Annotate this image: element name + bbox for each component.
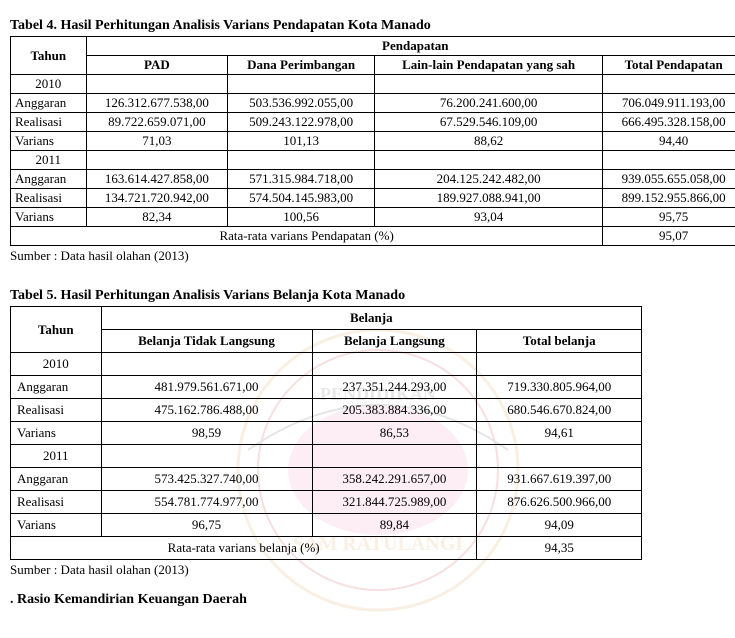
table-row: Realisasi 134.721.720.942,00 574.504.145… (11, 189, 735, 208)
cell-label: Realisasi (11, 399, 102, 422)
cell-value: 101,13 (228, 132, 375, 151)
t4-th-lain: Lain-lain Pendapatan yang sah (374, 56, 602, 75)
cell-value: 100,56 (228, 208, 375, 227)
cell-value: 574.504.145.983,00 (228, 189, 375, 208)
cell-label: Anggaran (11, 94, 87, 113)
table-row: Rata-rata varians Pendapatan (%) 95,07 (11, 227, 735, 246)
t4-year-2010: 2010 (11, 75, 87, 94)
cell-label: Varians (11, 208, 87, 227)
cell-label: Anggaran (11, 170, 87, 189)
cell-value: 939.055.655.058,00 (603, 170, 735, 189)
cell-value: 573.425.327.740,00 (101, 468, 312, 491)
cell-value: 94,61 (477, 422, 642, 445)
table-row: Realisasi 89.722.659.071,00 509.243.122.… (11, 113, 735, 132)
t5-avg-label: Rata-rata varians belanja (%) (11, 537, 477, 560)
t5-avg-value: 94,35 (477, 537, 642, 560)
cell-value: 205.383.884.336,00 (312, 399, 477, 422)
cell-value: 503.536.992.055,00 (228, 94, 375, 113)
cell-label: Anggaran (11, 468, 102, 491)
cell-value: 204.125.242.482,00 (374, 170, 602, 189)
table-row: 2011 (11, 445, 642, 468)
cell-value: 89.722.659.071,00 (86, 113, 228, 132)
cell-value: 719.330.805.964,00 (477, 376, 642, 399)
cell-value: 94,40 (603, 132, 735, 151)
table-row: Anggaran 481.979.561.671,00 237.351.244.… (11, 376, 642, 399)
t4-th-total: Total Pendapatan (603, 56, 735, 75)
table-row: Rata-rata varians belanja (%) 94,35 (11, 537, 642, 560)
table-row: 2010 (11, 353, 642, 376)
section-heading: . Rasio Kemandirian Keuangan Daerah (10, 592, 735, 608)
cell-label: Varians (11, 514, 102, 537)
table-row: Realisasi 475.162.786.488,00 205.383.884… (11, 399, 642, 422)
cell-value: 321.844.725.989,00 (312, 491, 477, 514)
cell-value: 93,04 (374, 208, 602, 227)
table4-title: Tabel 4. Hasil Perhitungan Analisis Vari… (10, 18, 735, 34)
t5-th-total: Total belanja (477, 330, 642, 353)
t4-th-pad: PAD (86, 56, 228, 75)
cell-value: 134.721.720.942,00 (86, 189, 228, 208)
cell-value: 126.312.677.538,00 (86, 94, 228, 113)
t5-th-btl: Belanja Tidak Langsung (101, 330, 312, 353)
cell-value: 71,03 (86, 132, 228, 151)
t5-th-tahun: Tahun (11, 307, 102, 353)
cell-value: 931.667.619.397,00 (477, 468, 642, 491)
cell-value: 706.049.911.193,00 (603, 94, 735, 113)
t5-th-belanja: Belanja (101, 307, 642, 330)
table4: Tahun Pendapatan PAD Dana Perimbangan La… (10, 36, 735, 246)
cell-value: 189.927.088.941,00 (374, 189, 602, 208)
cell-value: 509.243.122.978,00 (228, 113, 375, 132)
cell-value: 237.351.244.293,00 (312, 376, 477, 399)
cell-label: Realisasi (11, 189, 87, 208)
cell-value: 86,53 (312, 422, 477, 445)
t4-year-2011: 2011 (11, 151, 87, 170)
cell-label: Anggaran (11, 376, 102, 399)
table-row: 2010 (11, 75, 735, 94)
cell-value: 680.546.670.824,00 (477, 399, 642, 422)
cell-label: Varians (11, 132, 87, 151)
cell-value: 89,84 (312, 514, 477, 537)
cell-value: 163.614.427.858,00 (86, 170, 228, 189)
cell-label: Varians (11, 422, 102, 445)
table-row: Varians 98,59 86,53 94,61 (11, 422, 642, 445)
cell-value: 571.315.984.718,00 (228, 170, 375, 189)
table-row: Anggaran 573.425.327.740,00 358.242.291.… (11, 468, 642, 491)
t4-th-tahun: Tahun (11, 37, 87, 75)
cell-value: 82,34 (86, 208, 228, 227)
cell-value: 98,59 (101, 422, 312, 445)
cell-value: 666.495.328.158,00 (603, 113, 735, 132)
table-row: Varians 71,03 101,13 88,62 94,40 (11, 132, 735, 151)
cell-value: 67.529.546.109,00 (374, 113, 602, 132)
table-row: Varians 96,75 89,84 94,09 (11, 514, 642, 537)
cell-value: 899.152.955.866,00 (603, 189, 735, 208)
cell-value: 475.162.786.488,00 (101, 399, 312, 422)
cell-value: 554.781.774.977,00 (101, 491, 312, 514)
table-row: Anggaran 126.312.677.538,00 503.536.992.… (11, 94, 735, 113)
cell-value: 88,62 (374, 132, 602, 151)
table-row: 2011 (11, 151, 735, 170)
table5-source: Sumber : Data hasil olahan (2013) (10, 562, 735, 578)
table4-source: Sumber : Data hasil olahan (2013) (10, 248, 735, 264)
t4-th-pendapatan: Pendapatan (86, 37, 735, 56)
table5: Tahun Belanja Belanja Tidak Langsung Bel… (10, 306, 642, 560)
t5-th-bl: Belanja Langsung (312, 330, 477, 353)
t5-year-2011: 2011 (11, 445, 102, 468)
cell-label: Realisasi (11, 113, 87, 132)
t4-avg-label: Rata-rata varians Pendapatan (%) (11, 227, 603, 246)
cell-value: 96,75 (101, 514, 312, 537)
t4-avg-value: 95,07 (603, 227, 735, 246)
table-row: Anggaran 163.614.427.858,00 571.315.984.… (11, 170, 735, 189)
cell-value: 95,75 (603, 208, 735, 227)
t4-th-dana: Dana Perimbangan (228, 56, 375, 75)
table-row: Realisasi 554.781.774.977,00 321.844.725… (11, 491, 642, 514)
table-row: Varians 82,34 100,56 93,04 95,75 (11, 208, 735, 227)
cell-label: Realisasi (11, 491, 102, 514)
cell-value: 481.979.561.671,00 (101, 376, 312, 399)
t5-year-2010: 2010 (11, 353, 102, 376)
cell-value: 94,09 (477, 514, 642, 537)
table5-title: Tabel 5. Hasil Perhitungan Analisis Vari… (10, 288, 735, 304)
cell-value: 358.242.291.657,00 (312, 468, 477, 491)
cell-value: 76.200.241.600,00 (374, 94, 602, 113)
cell-value: 876.626.500.966,00 (477, 491, 642, 514)
